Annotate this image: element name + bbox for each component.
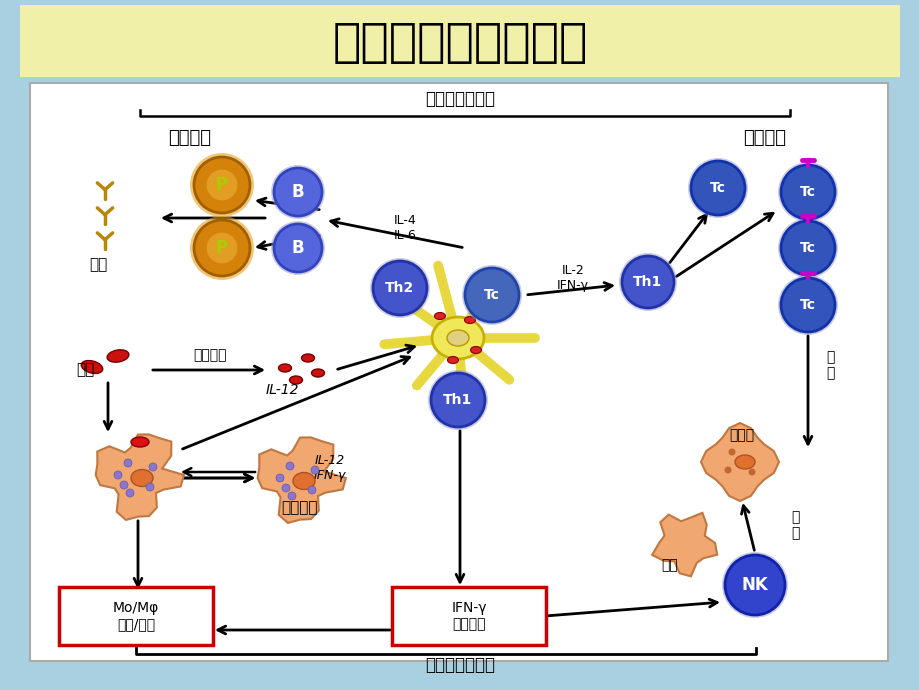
Circle shape bbox=[271, 165, 324, 219]
Text: P: P bbox=[216, 176, 228, 194]
Text: 细胞免疫: 细胞免疫 bbox=[743, 129, 786, 147]
Circle shape bbox=[311, 466, 319, 474]
FancyBboxPatch shape bbox=[391, 587, 545, 645]
Ellipse shape bbox=[432, 317, 483, 359]
Circle shape bbox=[724, 466, 731, 473]
Circle shape bbox=[461, 265, 521, 325]
Text: Mo/Mφ
活化/趋化: Mo/Mφ 活化/趋化 bbox=[113, 601, 159, 631]
Text: 细菌: 细菌 bbox=[76, 362, 95, 377]
Circle shape bbox=[286, 462, 294, 470]
Circle shape bbox=[777, 275, 837, 335]
Circle shape bbox=[207, 170, 237, 200]
Text: Tc: Tc bbox=[800, 185, 815, 199]
Ellipse shape bbox=[447, 330, 469, 346]
Circle shape bbox=[282, 484, 289, 492]
Ellipse shape bbox=[464, 317, 475, 324]
Text: 靶细胞: 靶细胞 bbox=[729, 428, 754, 442]
Ellipse shape bbox=[312, 369, 324, 377]
Circle shape bbox=[114, 471, 122, 479]
Ellipse shape bbox=[447, 357, 458, 364]
Circle shape bbox=[369, 258, 429, 318]
Circle shape bbox=[119, 481, 128, 489]
Circle shape bbox=[372, 261, 426, 315]
Circle shape bbox=[207, 233, 237, 264]
Ellipse shape bbox=[278, 364, 291, 372]
Ellipse shape bbox=[434, 313, 445, 319]
Ellipse shape bbox=[734, 455, 754, 469]
Text: P: P bbox=[216, 239, 228, 257]
Polygon shape bbox=[96, 435, 184, 520]
FancyBboxPatch shape bbox=[20, 5, 899, 77]
Circle shape bbox=[288, 492, 296, 500]
Circle shape bbox=[780, 221, 834, 275]
Text: Tc: Tc bbox=[800, 298, 815, 312]
Circle shape bbox=[124, 459, 131, 467]
Text: IL-12
IFN-γ: IL-12 IFN-γ bbox=[313, 454, 346, 482]
Ellipse shape bbox=[130, 469, 153, 486]
Text: 菌体成分: 菌体成分 bbox=[193, 348, 226, 362]
Text: B: B bbox=[291, 239, 304, 257]
Circle shape bbox=[194, 157, 250, 213]
Text: 凋亡: 凋亡 bbox=[661, 558, 677, 572]
Text: IFN-γ
趋化因子: IFN-γ 趋化因子 bbox=[450, 601, 486, 631]
Text: 杀
伤: 杀 伤 bbox=[790, 510, 799, 540]
Circle shape bbox=[687, 158, 747, 218]
Text: 免疫应答的基本类型: 免疫应答的基本类型 bbox=[332, 21, 587, 66]
Circle shape bbox=[146, 483, 153, 491]
Circle shape bbox=[464, 268, 518, 322]
Text: Tc: Tc bbox=[709, 181, 725, 195]
Text: 抗体: 抗体 bbox=[89, 257, 107, 273]
Circle shape bbox=[271, 221, 324, 275]
Ellipse shape bbox=[301, 354, 314, 362]
Circle shape bbox=[274, 168, 322, 216]
Text: B: B bbox=[291, 183, 304, 201]
FancyBboxPatch shape bbox=[59, 587, 213, 645]
Circle shape bbox=[276, 474, 284, 482]
Ellipse shape bbox=[81, 361, 103, 373]
Text: Th2: Th2 bbox=[385, 281, 414, 295]
Ellipse shape bbox=[470, 346, 481, 353]
Ellipse shape bbox=[292, 473, 314, 489]
Circle shape bbox=[777, 162, 837, 222]
Text: IL-2
IFN-γ: IL-2 IFN-γ bbox=[556, 264, 588, 292]
Text: IL-4
IL-6: IL-4 IL-6 bbox=[393, 214, 416, 242]
Circle shape bbox=[618, 253, 676, 311]
Circle shape bbox=[274, 224, 322, 272]
Text: Th1: Th1 bbox=[632, 275, 662, 289]
Text: 适应性免疫应答: 适应性免疫应答 bbox=[425, 90, 494, 108]
Circle shape bbox=[780, 165, 834, 219]
Polygon shape bbox=[652, 513, 717, 576]
Ellipse shape bbox=[107, 350, 129, 362]
FancyBboxPatch shape bbox=[30, 83, 887, 661]
Circle shape bbox=[190, 153, 254, 217]
Text: Tc: Tc bbox=[483, 288, 499, 302]
Text: 胞内杀伤: 胞内杀伤 bbox=[281, 500, 318, 515]
Circle shape bbox=[126, 489, 134, 497]
Circle shape bbox=[430, 373, 484, 427]
Text: 杀
伤: 杀 伤 bbox=[825, 350, 834, 380]
Circle shape bbox=[748, 469, 754, 475]
Polygon shape bbox=[257, 437, 346, 523]
Text: 体液免疫: 体液免疫 bbox=[168, 129, 211, 147]
Circle shape bbox=[780, 278, 834, 332]
Polygon shape bbox=[700, 423, 778, 501]
Circle shape bbox=[690, 161, 744, 215]
Text: NK: NK bbox=[741, 576, 767, 594]
Circle shape bbox=[427, 370, 487, 430]
Circle shape bbox=[149, 463, 157, 471]
Circle shape bbox=[190, 216, 254, 280]
Ellipse shape bbox=[130, 437, 149, 447]
Circle shape bbox=[194, 220, 250, 276]
Ellipse shape bbox=[289, 376, 302, 384]
Circle shape bbox=[728, 448, 734, 455]
Text: IL-12: IL-12 bbox=[265, 383, 299, 397]
Circle shape bbox=[724, 555, 784, 615]
Circle shape bbox=[308, 486, 315, 494]
Circle shape bbox=[777, 218, 837, 278]
Text: 固有性免疫应答: 固有性免疫应答 bbox=[425, 656, 494, 674]
Text: Th1: Th1 bbox=[443, 393, 472, 407]
Text: Tc: Tc bbox=[800, 241, 815, 255]
Circle shape bbox=[621, 256, 674, 308]
Circle shape bbox=[721, 552, 788, 618]
